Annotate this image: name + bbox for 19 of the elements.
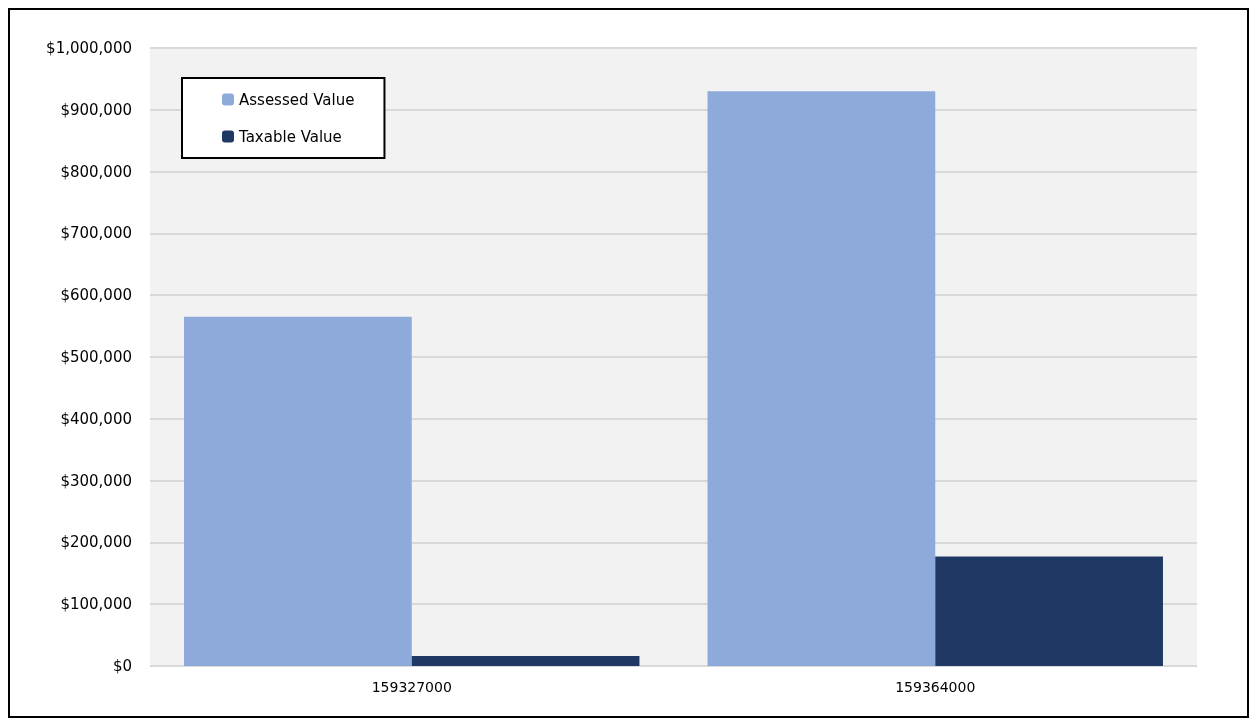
x-tick-label: 159364000 bbox=[895, 679, 976, 695]
bar bbox=[935, 556, 1163, 666]
y-tick-label: $800,000 bbox=[60, 162, 132, 181]
y-tick-label: $600,000 bbox=[60, 286, 132, 305]
y-tick-label: $500,000 bbox=[60, 348, 132, 366]
bar bbox=[707, 91, 936, 666]
bar bbox=[411, 656, 640, 666]
y-tick-label: $0 bbox=[112, 657, 132, 675]
y-tick-label: $200,000 bbox=[60, 533, 132, 552]
y-tick-label: $300,000 bbox=[60, 471, 132, 490]
y-tick-label: $900,000 bbox=[60, 100, 132, 119]
legend-label: Assessed Value bbox=[239, 90, 355, 109]
y-tick-label: $700,000 bbox=[60, 224, 132, 243]
y-tick-label: $100,000 bbox=[60, 595, 132, 614]
y-tick-label: $1,000,000 bbox=[46, 39, 132, 57]
x-tick-label: 159327000 bbox=[371, 679, 452, 695]
y-tick-label: $400,000 bbox=[60, 409, 132, 428]
bar bbox=[184, 316, 412, 666]
legend-label: Taxable Value bbox=[238, 127, 342, 146]
